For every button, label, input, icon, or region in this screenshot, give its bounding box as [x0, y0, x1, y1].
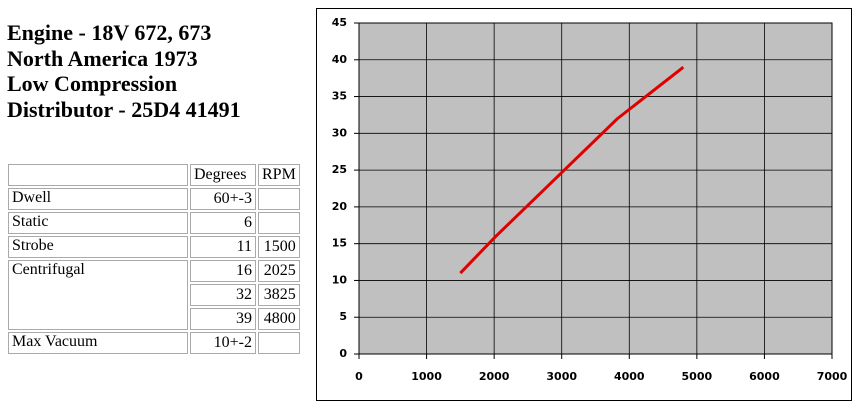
- x-tick-label: 7000: [817, 370, 848, 383]
- table-row: Max Vacuum 10+-2: [8, 332, 300, 354]
- heading-line: Distributor - 25D4 41491: [7, 97, 241, 123]
- table-row: Strobe 11 1500: [8, 236, 300, 258]
- data-line: [459, 65, 685, 275]
- x-tick-label: 0: [355, 370, 363, 383]
- y-tick-label: 40: [332, 53, 348, 66]
- degrees-cell: 11: [190, 236, 256, 258]
- x-tick-label: 6000: [749, 370, 780, 383]
- header-cell: RPM: [258, 164, 300, 186]
- timing-table: Degrees RPM Dwell 60+-3 Static 6 Strobe 11 1500 C…: [6, 162, 302, 356]
- table-row: 32 3825: [8, 284, 300, 306]
- y-tick-label: 45: [332, 16, 347, 29]
- x-tick-label: 1000: [411, 370, 442, 383]
- rpm-cell: [258, 188, 300, 210]
- rpm-cell: [258, 332, 300, 354]
- plot-area: [358, 22, 833, 355]
- x-tick-label: 4000: [614, 370, 645, 383]
- y-tick-label: 0: [339, 347, 347, 360]
- row-label: Static: [8, 212, 188, 234]
- degrees-cell: 6: [190, 212, 256, 234]
- rpm-cell: [258, 212, 300, 234]
- degrees-cell: 32: [190, 284, 256, 306]
- table-row: 39 4800: [8, 308, 300, 330]
- rpm-cell: 1500: [258, 236, 300, 258]
- row-label: Dwell: [8, 188, 188, 210]
- row-label: Centrifugal: [8, 260, 188, 330]
- heading-line: North America 1973: [7, 45, 198, 71]
- table-row: Centrifugal 16 2025: [8, 260, 300, 330]
- row-label: Max Vacuum: [8, 332, 188, 354]
- row-label: Strobe: [8, 236, 188, 258]
- rpm-cell: 3825: [258, 284, 300, 306]
- degrees-cell: 60+-3: [190, 188, 256, 210]
- heading-line: Engine - 18V 672, 673: [7, 20, 212, 45]
- y-tick-label: 5: [339, 310, 347, 323]
- y-tick-label: 35: [332, 90, 347, 103]
- y-tick-label: 15: [332, 237, 347, 250]
- table-row: Static 6: [8, 212, 300, 234]
- table-row: Dwell 60+-3: [8, 188, 300, 210]
- header-cell: [8, 164, 188, 186]
- y-tick-label: 10: [332, 273, 348, 286]
- degrees-cell: 16: [190, 260, 256, 282]
- header-row: Degrees RPM: [8, 164, 300, 186]
- x-tick-label: 5000: [682, 370, 713, 383]
- heading: Engine - 18V 672, 673 North America 1973 L…: [7, 20, 241, 123]
- x-tick-label: 2000: [479, 370, 510, 383]
- chart: 0 5 10 15 20 25 30 35 40 45 0 1000 2000 3000 4000 5000 6…: [316, 8, 852, 401]
- rpm-cell: 4800: [258, 308, 300, 330]
- y-tick-label: 25: [332, 163, 347, 176]
- y-tick-label: 20: [332, 200, 348, 213]
- y-tick-label: 30: [332, 126, 348, 139]
- x-tick-label: 3000: [546, 370, 577, 383]
- header-cell: Degrees: [190, 164, 256, 186]
- degrees-cell: 10+-2: [190, 332, 256, 354]
- rpm-cell: 2025: [258, 260, 300, 282]
- degrees-cell: 39: [190, 308, 256, 330]
- heading-line: Low Compression: [7, 71, 178, 97]
